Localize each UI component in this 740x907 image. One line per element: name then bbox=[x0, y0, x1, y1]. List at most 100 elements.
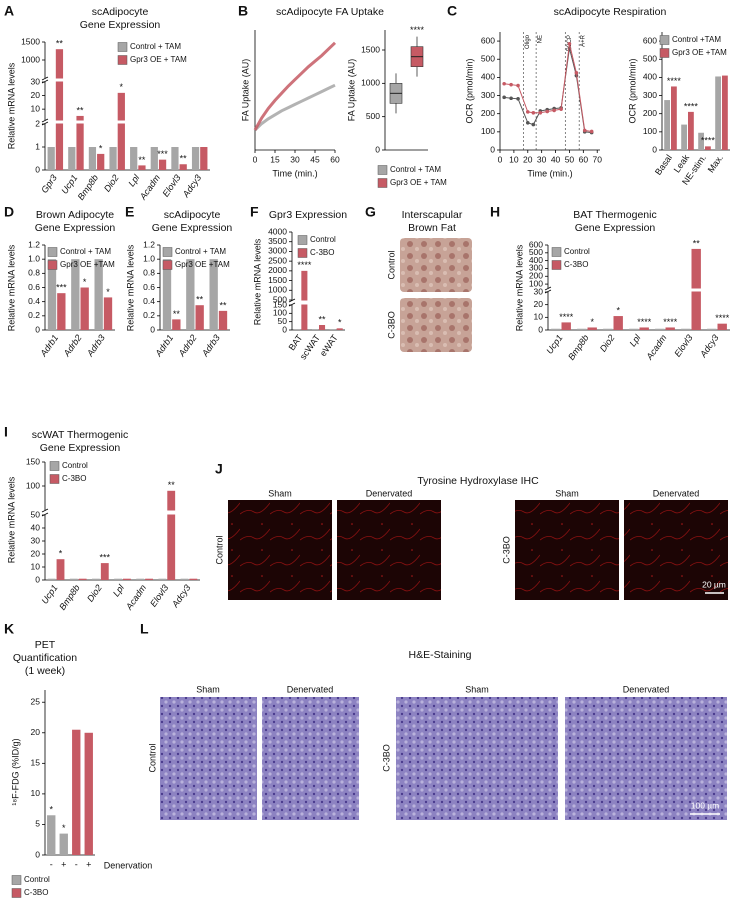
y-tick-label: 500 bbox=[273, 294, 287, 304]
y-tick-label: 1000 bbox=[268, 285, 287, 295]
significance-label: **** bbox=[410, 25, 425, 35]
y-tick-label: 500 bbox=[481, 53, 495, 63]
x-tick-label: eWAT bbox=[318, 332, 340, 358]
bar bbox=[688, 111, 694, 150]
x-tick-label: Acadm bbox=[644, 332, 669, 362]
group-label: C-3BO bbox=[381, 744, 391, 772]
significance-label: **** bbox=[701, 136, 716, 146]
bar bbox=[715, 76, 721, 150]
x-tick-label: - bbox=[50, 859, 53, 869]
y-tick-label: 1500 bbox=[361, 44, 380, 54]
bar bbox=[629, 328, 639, 330]
bar bbox=[577, 328, 587, 330]
y-tick-label: 3500 bbox=[268, 236, 287, 246]
bar bbox=[78, 578, 87, 580]
row-label: Control bbox=[386, 250, 396, 279]
y-tick-label: 100 bbox=[481, 126, 495, 136]
legend-swatch bbox=[377, 178, 388, 188]
photo bbox=[400, 238, 472, 292]
break-mark bbox=[41, 76, 49, 81]
panel-letter: B bbox=[238, 3, 248, 19]
legend-swatch bbox=[659, 48, 670, 58]
y-tick-label: 0.8 bbox=[143, 268, 155, 278]
bar bbox=[587, 327, 597, 330]
break-mark bbox=[41, 118, 49, 123]
legend-label: Control bbox=[310, 235, 336, 244]
y-tick-label: 0.2 bbox=[143, 310, 155, 320]
chart-title: scAdipocyte bbox=[164, 209, 221, 221]
y-tick-label: 3000 bbox=[268, 246, 287, 256]
bar bbox=[92, 578, 100, 580]
chart-title: BAT Thermogenic bbox=[573, 209, 656, 221]
x-tick-label: 60 bbox=[330, 154, 340, 164]
bar bbox=[103, 297, 113, 330]
bar bbox=[705, 146, 711, 150]
legend-label: C-3BO bbox=[62, 474, 86, 483]
x-tick-label: 30 bbox=[537, 154, 547, 164]
bar bbox=[117, 92, 125, 170]
micrograph bbox=[262, 697, 359, 820]
bar bbox=[123, 578, 131, 580]
bar bbox=[191, 147, 200, 170]
y-tick-label: 10 bbox=[534, 312, 544, 322]
y-tick-label: 100 bbox=[643, 126, 657, 136]
chart-title: Gene Expression bbox=[40, 442, 121, 454]
bar bbox=[136, 578, 145, 580]
bar bbox=[114, 578, 122, 580]
point bbox=[516, 97, 520, 101]
y-axis-label: Relative mRNA levels bbox=[6, 62, 16, 149]
panel-letter: E bbox=[125, 204, 134, 220]
column-label: Denervated bbox=[623, 684, 670, 694]
column-label: Denervated bbox=[287, 684, 334, 694]
event-label: A+R bbox=[581, 34, 587, 47]
bar bbox=[47, 815, 56, 855]
y-axis-label: Relative mRNA levels bbox=[514, 244, 524, 331]
break-mark bbox=[288, 298, 296, 303]
legend-swatch bbox=[47, 260, 58, 270]
break-mark bbox=[41, 121, 49, 126]
micrograph bbox=[228, 500, 332, 600]
y-tick-label: 10 bbox=[31, 561, 41, 571]
panel-letter: D bbox=[4, 204, 14, 220]
group-label: Control bbox=[214, 535, 224, 564]
significance-label: * bbox=[590, 317, 594, 327]
y-tick-label: 5 bbox=[35, 819, 40, 829]
y-tick-label: 50 bbox=[31, 509, 41, 519]
legend-label: Control +TAM bbox=[672, 35, 721, 44]
panel-letter: I bbox=[4, 424, 8, 440]
x-tick-label: 40 bbox=[551, 154, 561, 164]
point bbox=[589, 129, 594, 134]
y-tick-label: 150 bbox=[273, 299, 287, 309]
y-tick-label: 0 bbox=[538, 324, 543, 334]
y-tick-label: 400 bbox=[481, 72, 495, 82]
y-tick-label: 300 bbox=[643, 90, 657, 100]
legend-swatch bbox=[162, 247, 173, 257]
point bbox=[502, 81, 506, 86]
x-tick-label: 45 bbox=[310, 154, 320, 164]
y-tick-label: 300 bbox=[529, 263, 543, 273]
legend-label: Gpr3 OE +TAM bbox=[60, 260, 115, 269]
x-tick-label: Lpl bbox=[126, 172, 142, 188]
legend-swatch bbox=[551, 247, 562, 257]
legend-label: Control + TAM bbox=[60, 247, 111, 256]
bar bbox=[69, 578, 78, 580]
legend-swatch bbox=[659, 35, 670, 45]
chart-title: scWAT Thermogenic bbox=[32, 429, 128, 441]
y-tick-label: 1.0 bbox=[143, 253, 155, 263]
y-tick-label: 600 bbox=[529, 239, 543, 249]
bar bbox=[665, 327, 675, 330]
x-tick-label: 60 bbox=[579, 154, 589, 164]
photo bbox=[400, 298, 472, 352]
bar bbox=[664, 100, 670, 150]
event-label: NE bbox=[538, 35, 544, 43]
bar bbox=[179, 164, 187, 170]
y-tick-label: 0 bbox=[35, 574, 40, 584]
y-tick-label: 200 bbox=[529, 271, 543, 281]
y-tick-label: 600 bbox=[481, 35, 495, 45]
group-label: Control bbox=[147, 743, 157, 772]
y-tick-label: 1.2 bbox=[28, 239, 40, 249]
series-line bbox=[253, 41, 337, 131]
significance-label: **** bbox=[297, 260, 312, 270]
column-label: Sham bbox=[555, 488, 579, 498]
legend-swatch bbox=[551, 260, 562, 270]
